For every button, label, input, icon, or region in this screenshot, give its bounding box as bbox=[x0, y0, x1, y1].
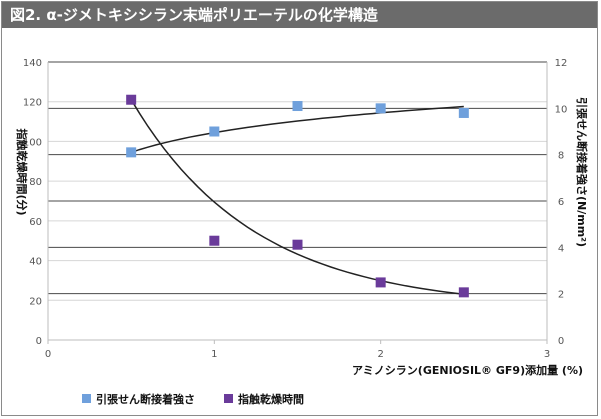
y-left-tick-label-4: 80 bbox=[29, 177, 42, 188]
point-drying-1 bbox=[209, 235, 220, 246]
y-right-tick-label-1: 2 bbox=[558, 290, 564, 301]
y-right-tick-label-6: 12 bbox=[555, 58, 568, 69]
point-tensile-4 bbox=[458, 107, 469, 118]
y-right-axis-title: 引張せん断接着強さ(N/mm²) bbox=[575, 97, 589, 247]
legend: 引張せん断接着強さ 指触乾燥時間 bbox=[82, 392, 304, 406]
y-right-axis-ticks: 0 2 4 6 8 10 12 bbox=[555, 58, 568, 347]
legend-swatch-tensile bbox=[82, 394, 91, 403]
y-right-tick-label-5: 10 bbox=[555, 104, 568, 115]
trend-curve-tensile bbox=[130, 105, 464, 154]
x-tick-label-0: 0 bbox=[45, 349, 51, 360]
point-drying-3 bbox=[375, 277, 386, 288]
y-left-tick-label-2: 40 bbox=[29, 257, 42, 268]
y-left-tick-label-0: 0 bbox=[36, 336, 42, 347]
legend-swatch-drying bbox=[224, 394, 233, 403]
y-left-axis-ticks: 0 20 40 60 80 100 120 140 bbox=[23, 58, 42, 347]
point-tensile-1 bbox=[209, 126, 220, 137]
chart-title: 図2. α-ジメトキシシラン末端ポリエーテルの化学構造 bbox=[2, 2, 597, 28]
trend-curve-drying bbox=[130, 99, 464, 295]
axes bbox=[47, 62, 548, 341]
y-right-tick-label-4: 8 bbox=[558, 151, 564, 162]
x-axis-ticks: 0 1 2 3 bbox=[45, 340, 550, 360]
y-left-tick-label-5: 100 bbox=[23, 137, 42, 148]
point-tensile-0 bbox=[126, 147, 137, 158]
data-points bbox=[126, 94, 469, 298]
x-tick-label-3: 3 bbox=[544, 349, 550, 360]
y-right-tick-label-3: 6 bbox=[558, 197, 564, 208]
point-drying-2 bbox=[292, 239, 303, 250]
legend-label-drying: 指触乾燥時間 bbox=[238, 392, 304, 406]
point-tensile-3 bbox=[375, 103, 386, 114]
trend-curves bbox=[130, 99, 464, 295]
x-tick-label-1: 1 bbox=[211, 349, 217, 360]
y-left-tick-label-7: 140 bbox=[23, 58, 42, 69]
y-right-tick-label-0: 0 bbox=[558, 336, 564, 347]
y-left-tick-label-1: 20 bbox=[29, 296, 42, 307]
legend-label-tensile: 引張せん断接着強さ bbox=[96, 392, 195, 406]
y-left-tick-label-3: 60 bbox=[29, 217, 42, 228]
y-left-tick-label-6: 120 bbox=[23, 98, 42, 109]
y-right-tick-label-2: 4 bbox=[558, 243, 564, 254]
point-drying-0 bbox=[126, 94, 137, 105]
point-drying-4 bbox=[458, 287, 469, 298]
x-axis-title: アミノシラン(GENIOSIL® GF9)添加量 (%) bbox=[352, 363, 583, 377]
point-tensile-2 bbox=[292, 101, 303, 112]
y-left-axis-title: 指触乾燥時間(分) bbox=[15, 128, 29, 215]
x-tick-label-2: 2 bbox=[377, 349, 383, 360]
